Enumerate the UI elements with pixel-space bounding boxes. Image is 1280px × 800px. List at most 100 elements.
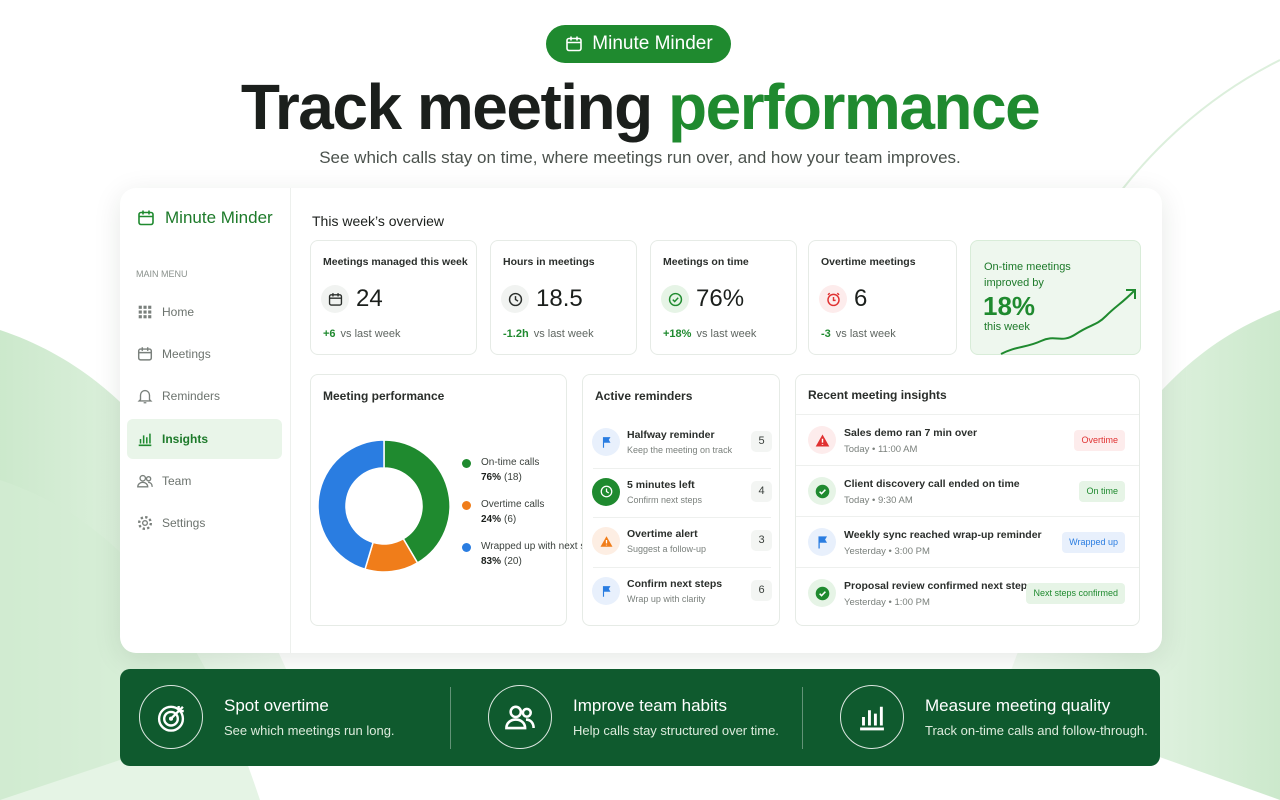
icon-svg bbox=[815, 586, 829, 600]
stat-change: -1.2h vs last week bbox=[503, 328, 594, 340]
feature-text: Track on-time calls and follow-through. bbox=[925, 723, 1148, 738]
change-value: +6 bbox=[323, 328, 336, 340]
reminder-count: 3 bbox=[751, 530, 772, 552]
highlight-line: this week bbox=[984, 321, 1030, 333]
icon-svg bbox=[137, 515, 153, 531]
row-divider bbox=[796, 567, 1139, 568]
change-compare: vs last week bbox=[340, 328, 401, 340]
menu-item[interactable]: Meetings bbox=[127, 334, 282, 374]
legend-value: 83% (20) bbox=[481, 554, 567, 569]
icon-svg bbox=[826, 292, 840, 306]
stat-icon bbox=[501, 285, 529, 313]
legend-label: Overtime calls bbox=[481, 499, 545, 510]
menu-item[interactable]: Settings bbox=[127, 503, 282, 543]
icon-circle bbox=[145, 475, 152, 482]
icon-path bbox=[505, 718, 535, 730]
icon-svg bbox=[137, 347, 153, 361]
panel-title: Meeting performance bbox=[323, 389, 445, 403]
change-compare: vs last week bbox=[835, 328, 896, 340]
menu-icon bbox=[136, 345, 154, 363]
menu-item[interactable]: Insights bbox=[127, 418, 282, 459]
insight-time: Today • 11:00 AM bbox=[844, 444, 918, 455]
highlight-value: 18% bbox=[983, 291, 1036, 321]
reminder-count: 4 bbox=[751, 480, 772, 502]
reminder-title: 5 minutes left bbox=[627, 478, 695, 491]
insight-time: Yesterday • 1:00 PM bbox=[844, 597, 930, 608]
icon-path bbox=[860, 706, 884, 731]
legend-item: Overtime calls 24% (6) bbox=[481, 497, 567, 527]
icon-svg bbox=[157, 705, 185, 732]
icon-svg bbox=[668, 292, 682, 306]
stat-label: Meetings managed this week bbox=[323, 256, 468, 268]
insight-title: Client discovery call ended on time bbox=[844, 478, 1020, 490]
icon-g bbox=[138, 305, 152, 319]
menu-item[interactable]: Home bbox=[127, 292, 282, 332]
icon-circle bbox=[600, 485, 612, 498]
reminders-panel: Active reminders Halfway reminder Keep th… bbox=[582, 374, 780, 626]
menu-item[interactable]: Team bbox=[127, 461, 282, 501]
menu-label: Reminders bbox=[162, 389, 221, 404]
stat-label: Overtime meetings bbox=[821, 256, 916, 268]
legend-count: (18) bbox=[504, 472, 522, 483]
icon-circle bbox=[509, 705, 523, 719]
menu-label: Insights bbox=[162, 431, 209, 446]
donut-segment bbox=[317, 439, 385, 571]
stat-icon bbox=[321, 285, 349, 313]
feature-title: Spot overtime bbox=[224, 696, 329, 715]
change-value: -3 bbox=[821, 328, 831, 340]
sidebar-brand: Minute Minder bbox=[136, 208, 273, 228]
row-divider bbox=[593, 567, 771, 569]
icon-path bbox=[602, 436, 610, 448]
menu-label: Settings bbox=[162, 516, 206, 530]
insights-panel: Recent meeting insights Sales demo ran 7… bbox=[795, 374, 1140, 626]
icon-svg bbox=[600, 536, 612, 547]
icon-rect bbox=[138, 211, 154, 226]
reminder-title: Halfway reminder bbox=[627, 429, 715, 441]
icon-path bbox=[514, 295, 518, 302]
legend-pct: 76% bbox=[481, 472, 502, 483]
brand-badge: Minute Minder bbox=[546, 25, 731, 63]
icon-svg bbox=[600, 485, 612, 498]
stat-value: 18.5 bbox=[536, 285, 583, 312]
reminder-icon bbox=[592, 477, 620, 506]
highlight-line: improved by bbox=[984, 277, 1044, 289]
icon-rect bbox=[148, 315, 152, 319]
icon-svg bbox=[138, 305, 152, 319]
icon-rect bbox=[148, 305, 152, 309]
legend-item: On-time calls 76% (18) bbox=[481, 455, 567, 485]
insight-title: Weekly sync reached wrap-up reminder bbox=[844, 529, 1042, 541]
stat-value: 76% bbox=[696, 285, 745, 312]
icon-svg bbox=[138, 433, 152, 446]
change-compare: vs last week bbox=[533, 328, 594, 340]
change-value: -1.2h bbox=[503, 328, 529, 340]
menu-label: Home bbox=[162, 305, 195, 319]
icon-svg bbox=[137, 390, 153, 404]
menu-label: Meetings bbox=[162, 347, 211, 362]
legend-label: Wrapped up with next steps bbox=[481, 541, 605, 552]
reminder-icon bbox=[592, 428, 620, 456]
icon-svg bbox=[138, 210, 154, 226]
brand-icon bbox=[136, 208, 156, 228]
menu-item[interactable]: Reminders bbox=[127, 376, 282, 416]
feature-icon bbox=[488, 685, 552, 749]
highlight-line: On-time meetings bbox=[984, 261, 1071, 273]
legend-count: (20) bbox=[504, 556, 522, 567]
row-divider bbox=[796, 465, 1139, 466]
icon-svg bbox=[137, 474, 153, 488]
legend-dot bbox=[462, 459, 471, 468]
legend-count: (6) bbox=[504, 514, 517, 525]
legend-pct: 24% bbox=[481, 514, 502, 525]
reminder-row: Overtime alert Suggest a follow-up 3 bbox=[583, 524, 781, 560]
donut-chart bbox=[317, 439, 451, 573]
legend-dot bbox=[462, 543, 471, 552]
icon-circle bbox=[137, 515, 153, 531]
highlight-card: On-time meetings improved by 18% this wee… bbox=[970, 240, 1141, 355]
icon-svg bbox=[602, 585, 610, 597]
stat-icon bbox=[661, 285, 689, 313]
reminder-row: 5 minutes left Confirm next steps 4 bbox=[583, 475, 781, 511]
icon-rect bbox=[138, 305, 142, 309]
sidebar-divider bbox=[290, 188, 291, 653]
icon-circle bbox=[668, 292, 682, 306]
reminder-subtitle: Suggest a follow-up bbox=[627, 544, 707, 555]
insight-title: Sales demo ran 7 min over bbox=[844, 427, 978, 439]
